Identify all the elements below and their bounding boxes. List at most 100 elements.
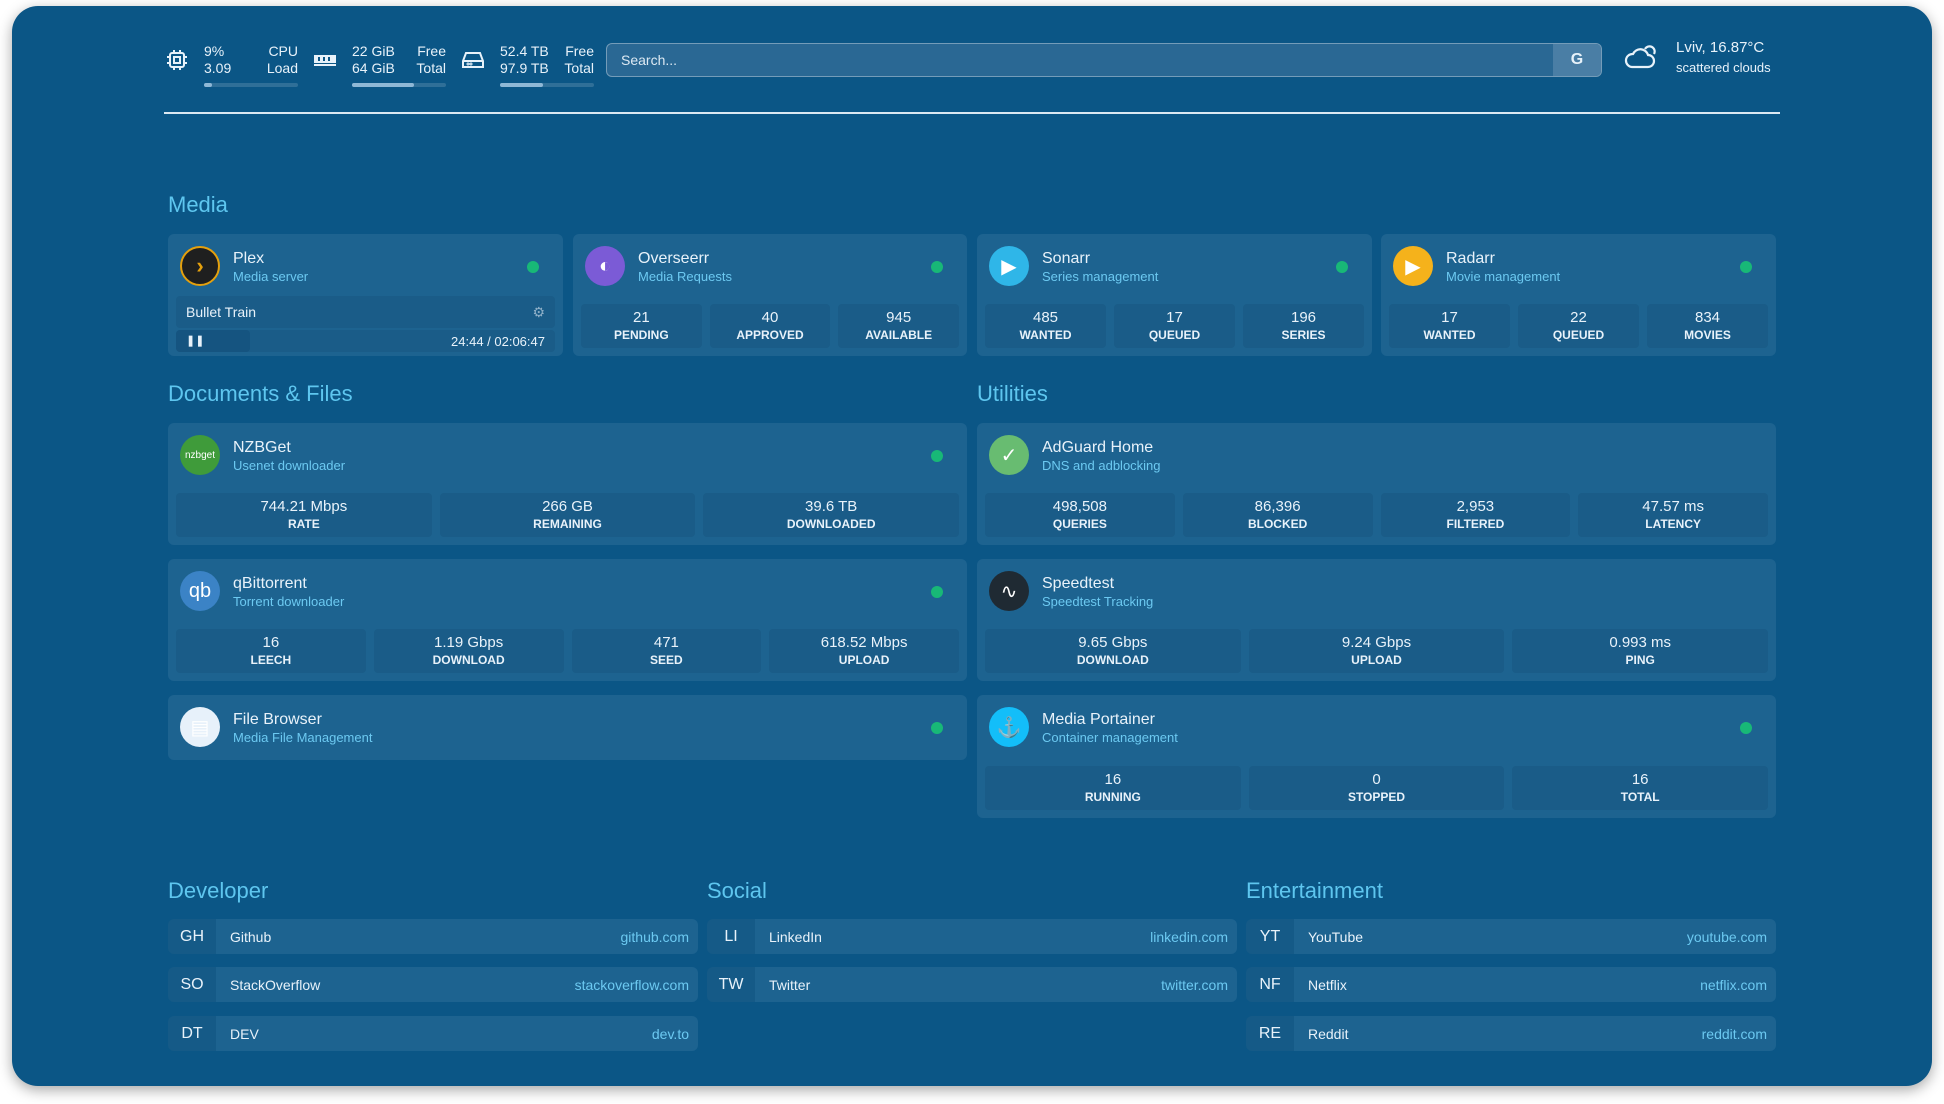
stat-value: 16 [1104, 771, 1122, 788]
stat-value: 471 [653, 634, 679, 651]
service-card-radarr[interactable]: ▶ Radarr Movie management 17 WANTED 22 QUEUED… [1381, 234, 1776, 356]
memory-free: 22 GiB [352, 43, 395, 59]
section-social: Social [707, 878, 767, 903]
service-name: Speedtest [1042, 574, 1115, 592]
stat-value: 498,508 [1052, 498, 1107, 515]
bookmark-abbr: GH [168, 919, 216, 954]
now-playing: Bullet Train ⚙ [176, 296, 555, 328]
status-indicator [527, 261, 539, 273]
stat-block: 40 APPROVED [709, 304, 831, 348]
bookmark-twitter[interactable]: TW Twitter twitter.com [707, 967, 1237, 1002]
service-card-nzbget[interactable]: nzbget NZBGet Usenet downloader 744.21 Mbp… [168, 423, 967, 545]
service-name: AdGuard Home [1042, 438, 1154, 456]
bookmark-url: github.com [620, 928, 689, 945]
service-description: Usenet downloader [233, 457, 346, 473]
bookmark-name: Netflix [1308, 976, 1347, 993]
stat-value: 485 [1032, 309, 1059, 326]
stat-value: 9.65 Gbps [1078, 634, 1148, 651]
weather-condition: scattered clouds [1676, 60, 1771, 75]
stat-block: 0 STOPPED [1248, 766, 1505, 810]
status-indicator [931, 261, 943, 273]
memory-bar [352, 83, 446, 87]
service-stats: 744.21 Mbps RATE 266 GB REMAINING 39.6 TB DOW… [176, 493, 960, 537]
memory-icon [312, 47, 338, 73]
service-stats: 498,508 QUERIES 86,396 BLOCKED 2,953 FILTERED… [985, 493, 1768, 537]
service-card-filebrowser[interactable]: ▤ File Browser Media File Management [168, 695, 967, 760]
sonarr-icon: ▶ [989, 246, 1029, 286]
bookmark-name: DEV [230, 1025, 259, 1042]
service-card-sonarr[interactable]: ▶ Sonarr Series management 485 WANTED 17 QUEU… [977, 234, 1372, 356]
stat-block: 834 MOVIES [1647, 304, 1768, 348]
service-name: Media Portainer [1042, 710, 1155, 728]
service-card-plex[interactable]: › Plex Media server Bullet Train ⚙ ❚❚ 24:44… [168, 234, 563, 356]
bookmark-name: StackOverflow [230, 976, 321, 993]
stat-label: UPLOAD [838, 653, 890, 667]
stat-block: 471 SEED [571, 629, 762, 673]
bookmark-stackoverflow[interactable]: SO StackOverflow stackoverflow.com [168, 967, 698, 1002]
stat-block: 22 QUEUED [1518, 304, 1639, 348]
search-input[interactable] [607, 44, 1553, 76]
service-stats: 17 WANTED 22 QUEUED 834 MOVIES [1389, 304, 1768, 348]
service-card-portainer[interactable]: ⚓ Media Portainer Container management 16 R… [977, 695, 1776, 818]
stat-label: WANTED [1019, 328, 1072, 342]
stat-label: QUEUED [1552, 328, 1605, 342]
bookmark-reddit[interactable]: RE Reddit reddit.com [1246, 1016, 1776, 1051]
bookmark-netflix[interactable]: NF Netflix netflix.com [1246, 967, 1776, 1002]
service-description: Speedtest Tracking [1042, 593, 1154, 609]
stat-block: 945 AVAILABLE [838, 304, 960, 348]
bookmark-abbr: SO [168, 967, 216, 1002]
disk-free: 52.4 TB [500, 43, 549, 59]
bookmark-abbr: DT [168, 1016, 216, 1051]
gear-icon[interactable]: ⚙ [532, 303, 545, 320]
service-name: qBittorrent [233, 574, 307, 592]
stat-block: 618.52 Mbps UPLOAD [769, 629, 959, 673]
bookmark-dev[interactable]: DT DEV dev.to [168, 1016, 698, 1051]
service-stats: 485 WANTED 17 QUEUED 196 SERIES [985, 304, 1364, 348]
playback-bar[interactable]: ❚❚ 24:44 / 02:06:47 [176, 330, 555, 352]
service-stats: 21 PENDING 40 APPROVED 945 AVAILABLE [581, 304, 960, 348]
bookmark-url: reddit.com [1701, 1025, 1767, 1042]
cpu-icon [164, 47, 190, 73]
bookmark-linkedin[interactable]: LI LinkedIn linkedin.com [707, 919, 1237, 954]
stat-value: 834 [1694, 309, 1721, 326]
disk-icon [460, 47, 486, 73]
stat-block: 21 PENDING [581, 304, 702, 348]
stat-label: DOWNLOAD [432, 653, 505, 667]
dashboard [12, 6, 1932, 1086]
status-indicator [931, 586, 943, 598]
service-description: Series management [1042, 268, 1159, 284]
pause-icon[interactable]: ❚❚ [176, 330, 250, 352]
bookmark-abbr: YT [1246, 919, 1294, 954]
load-label: Load [266, 60, 298, 76]
service-card-speedtest[interactable]: ∿ Speedtest Speedtest Tracking 9.65 Gbps DO… [977, 559, 1776, 681]
service-description: Media File Management [233, 729, 373, 745]
status-indicator [1336, 261, 1348, 273]
stat-value: 17 [1441, 309, 1458, 326]
service-card-qbittorrent[interactable]: qb qBittorrent Torrent downloader 16 LEECH 1… [168, 559, 967, 681]
speedtest-icon: ∿ [989, 571, 1029, 611]
disk-bar [500, 83, 594, 87]
service-stats: 16 LEECH 1.19 Gbps DOWNLOAD 471 SEED 618.52 Mb… [176, 629, 959, 673]
cpu-widget: 9% CPU 3.09 Load [164, 43, 298, 87]
service-card-overseerr[interactable]: ◐ Overseerr Media Requests 21 PENDING 40 APPR… [573, 234, 967, 356]
stat-value: 39.6 TB [805, 498, 858, 515]
stat-value: 618.52 Mbps [820, 634, 908, 651]
bookmark-url: stackoverflow.com [574, 976, 689, 993]
stat-label: LATENCY [1645, 517, 1702, 531]
stat-block: 16 LEECH [176, 629, 366, 673]
service-name: Overseerr [638, 249, 710, 267]
service-card-adguard[interactable]: ✓ AdGuard Home DNS and adblocking 498,508 Q… [977, 423, 1776, 545]
bookmark-youtube[interactable]: YT YouTube youtube.com [1246, 919, 1776, 954]
search-provider-button[interactable]: G [1553, 44, 1601, 76]
service-description: Media Requests [638, 268, 732, 284]
bookmark-abbr: RE [1246, 1016, 1294, 1051]
disk-total: 97.9 TB [500, 60, 549, 76]
service-description: DNS and adblocking [1042, 457, 1161, 473]
bookmark-name: Reddit [1308, 1025, 1349, 1042]
bookmark-github[interactable]: GH Github github.com [168, 919, 698, 954]
stat-block: 498,508 QUERIES [985, 493, 1175, 537]
stat-value: 0 [1372, 771, 1381, 788]
stat-value: 196 [1290, 309, 1317, 326]
stat-label: RATE [287, 517, 320, 531]
stat-block: 16 RUNNING [985, 766, 1241, 810]
